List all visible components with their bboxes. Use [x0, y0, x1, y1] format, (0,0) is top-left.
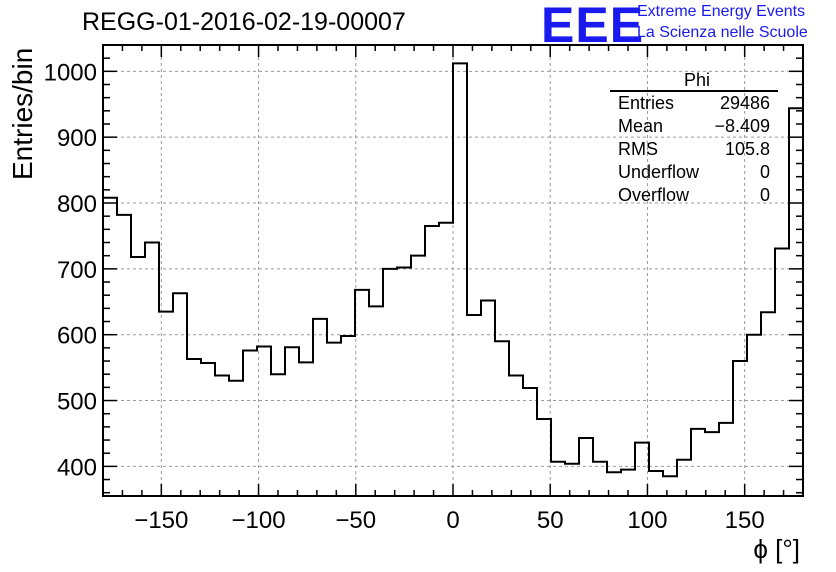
- stats-label: Underflow: [618, 162, 700, 182]
- histogram-bin: [775, 248, 789, 496]
- stats-value: 0: [759, 162, 770, 182]
- histogram-bin: [173, 293, 187, 496]
- x-tick-label: 0: [446, 507, 459, 534]
- histogram-bin: [481, 300, 495, 496]
- x-tick-label: −150: [134, 507, 188, 534]
- histogram-bin: [327, 343, 341, 496]
- histogram-bin: [691, 429, 705, 496]
- y-tick-label: 400: [57, 454, 97, 481]
- histogram-bin: [565, 464, 579, 496]
- x-tick-label: 150: [725, 507, 765, 534]
- histogram-bin: [425, 226, 439, 496]
- x-tick-labels: −150 −100 −50 0 50 100 150: [134, 507, 764, 534]
- stats-label: Entries: [618, 93, 675, 113]
- histogram-bin: [761, 312, 775, 496]
- histogram-bin: [299, 362, 313, 496]
- chart-title: REGG-01-2016-02-19-00007: [82, 8, 406, 36]
- histogram-bin: [677, 460, 691, 496]
- histogram-bin: [453, 63, 467, 496]
- histogram-bin: [593, 462, 607, 496]
- logo-line-2: La Scienza nelle Scuole: [637, 24, 808, 41]
- x-tick-label: −100: [232, 507, 286, 534]
- histogram-bin: [201, 363, 215, 496]
- histogram-bin: [215, 376, 229, 496]
- histogram-bin: [411, 256, 425, 496]
- stats-value: −8.409: [714, 116, 770, 136]
- histogram-bin: [663, 476, 677, 496]
- x-axis-label: ϕ [°]: [753, 534, 800, 564]
- histogram-bin: [397, 268, 411, 496]
- stats-value: 105.8: [724, 139, 770, 159]
- histogram-bin: [159, 312, 173, 496]
- x-tick-label: 100: [627, 507, 667, 534]
- histogram-bin: [383, 269, 397, 496]
- histogram-bin: [117, 215, 131, 496]
- histogram-bin: [733, 361, 747, 496]
- stats-value: 0: [759, 185, 770, 205]
- histogram-bin: [439, 223, 453, 496]
- stats-row-entries: Entries 29486: [610, 92, 778, 115]
- eee-logo: EEE: [541, 0, 645, 53]
- stats-row-mean: Mean −8.409: [610, 115, 778, 138]
- stats-row-overflow: Overflow 0: [610, 184, 778, 207]
- histogram-bin: [187, 359, 201, 496]
- stats-value: 29486: [719, 93, 770, 113]
- stats-box: Phi Entries 29486 Mean −8.409 RMS 105.8 …: [610, 70, 778, 207]
- stats-box-title: Phi: [610, 70, 778, 92]
- y-tick-label: 800: [57, 191, 97, 218]
- histogram-bin: [579, 438, 593, 496]
- histogram-bin: [551, 462, 565, 496]
- histogram-bin: [243, 350, 257, 496]
- histogram-bin: [495, 341, 509, 496]
- histogram-bin: [537, 419, 551, 496]
- stats-label: Mean: [618, 116, 664, 136]
- stats-label: RMS: [618, 139, 658, 159]
- stats-label: Overflow: [618, 185, 690, 205]
- histogram-bin: [271, 374, 285, 496]
- histogram-bin: [229, 381, 243, 496]
- y-axis-label: Entries/bin: [7, 48, 38, 180]
- histogram-bin: [131, 257, 145, 496]
- histogram-bin: [145, 243, 159, 496]
- y-tick-label: 600: [57, 323, 97, 350]
- y-tick-label: 1000: [44, 59, 97, 86]
- histogram-bin: [285, 347, 299, 496]
- histogram-bin: [257, 347, 271, 496]
- y-tick-label: 500: [57, 389, 97, 416]
- logo-line-1: Extreme Energy Events: [637, 3, 806, 20]
- x-tick-label: −50: [335, 507, 376, 534]
- x-tick-label: 50: [537, 507, 564, 534]
- y-tick-label: 900: [57, 125, 97, 152]
- stats-row-rms: RMS 105.8: [610, 138, 778, 161]
- histogram-bin: [705, 432, 719, 496]
- histogram-bin: [369, 306, 383, 496]
- histogram-bin: [509, 376, 523, 496]
- histogram-bin: [355, 290, 369, 496]
- axis-ticks: [103, 44, 803, 496]
- histogram-bin: [341, 336, 355, 496]
- histogram-bin: [313, 319, 327, 496]
- histogram-bin: [523, 388, 537, 496]
- histogram-bin: [467, 315, 481, 496]
- stats-row-underflow: Underflow 0: [610, 161, 778, 184]
- histogram-bin: [719, 423, 733, 496]
- histogram-bin: [649, 471, 663, 496]
- histogram-bin: [747, 335, 761, 496]
- y-tick-label: 700: [57, 257, 97, 284]
- histogram-outline: [103, 62, 803, 478]
- histogram-bin: [789, 108, 803, 496]
- y-tick-labels: 400 500 600 700 800 900 1000: [44, 59, 97, 481]
